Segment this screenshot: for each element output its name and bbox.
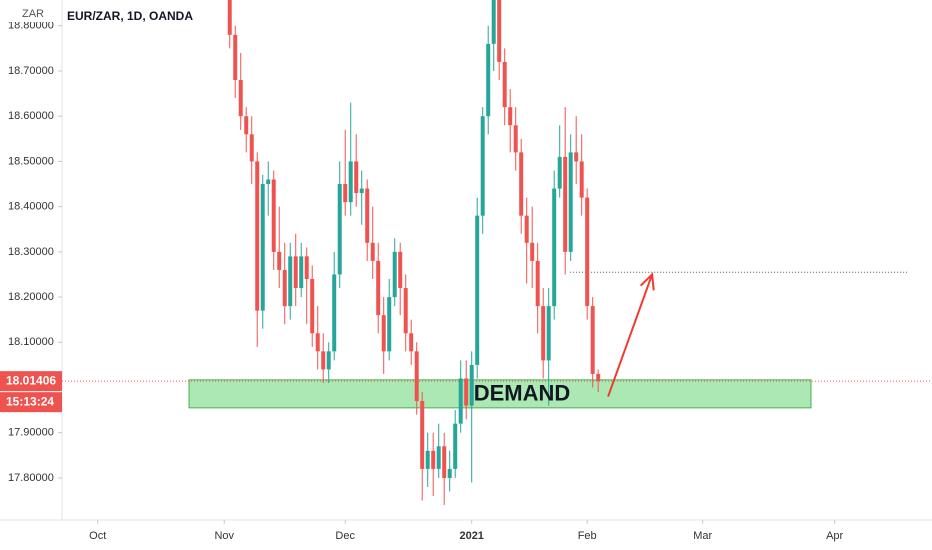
plot-area: DEMAND <box>62 0 932 506</box>
y-tick-label: 18.70000 <box>8 65 54 77</box>
last-price-box <box>0 371 62 392</box>
candle-body <box>343 184 348 203</box>
candle-body <box>244 116 249 135</box>
candle-body <box>227 0 232 35</box>
candle-body <box>574 152 579 162</box>
candle-body <box>282 269 287 307</box>
y-tick-label: 17.80000 <box>8 472 54 484</box>
candle-body <box>233 34 238 81</box>
candle-body <box>491 0 496 44</box>
candle-body <box>458 378 463 424</box>
candle-body <box>469 364 474 406</box>
candle-body <box>453 423 458 469</box>
candle-body <box>431 450 436 469</box>
currency-bg <box>0 4 58 22</box>
candle-body <box>266 179 271 185</box>
x-tick-label: Apr <box>826 530 843 542</box>
candle-body <box>271 179 276 252</box>
candle-body <box>288 256 293 307</box>
chart-title: EUR/ZAR, 1D, OANDA <box>67 9 193 23</box>
candle-body <box>590 306 595 374</box>
x-tick-label: Dec <box>335 530 355 542</box>
y-tick-label: 18.60000 <box>8 110 54 122</box>
candle-body <box>497 0 502 62</box>
candle-body <box>508 107 513 126</box>
y-tick-label: 18.40000 <box>8 201 54 213</box>
x-tick-label: Oct <box>89 530 106 542</box>
y-tick-label: 18.20000 <box>8 291 54 303</box>
y-tick-label: 18.10000 <box>8 336 54 348</box>
candle-body <box>530 242 535 261</box>
candle-body <box>414 351 419 402</box>
candle-body <box>464 378 469 406</box>
candle-body <box>579 161 584 198</box>
y-tick-label: 18.50000 <box>8 155 54 167</box>
x-tick-label: Mar <box>693 530 712 542</box>
candle-body <box>304 256 309 279</box>
candle-body <box>277 251 282 270</box>
candle-body <box>409 333 414 352</box>
candle-body <box>519 152 524 216</box>
candle-body <box>546 306 551 361</box>
x-tick-label: 2021 <box>459 530 483 542</box>
candle-body <box>425 450 430 469</box>
candle-body <box>475 215 480 365</box>
candle-body <box>348 161 353 203</box>
y-tick-label: 18.30000 <box>8 246 54 258</box>
candle-body <box>480 116 485 216</box>
candle-body <box>315 333 320 352</box>
candle-body <box>442 446 447 478</box>
candle-body <box>376 260 381 316</box>
candle-body <box>541 306 546 361</box>
candle-body <box>552 188 557 307</box>
candle-body <box>398 251 403 289</box>
candle-body <box>447 468 452 478</box>
candle-body <box>403 288 408 334</box>
candle-body <box>568 152 573 252</box>
candle-body <box>332 274 337 352</box>
candle-body <box>249 134 254 162</box>
candle-body <box>557 156 562 189</box>
demand-zone <box>188 379 812 409</box>
candle-body <box>359 188 364 194</box>
candle-body <box>513 125 518 153</box>
candle-body <box>299 256 304 289</box>
candle-body <box>354 161 359 194</box>
candle-body <box>486 43 491 117</box>
x-tick-label: Feb <box>578 530 597 542</box>
currency-label: ZAR <box>22 8 44 20</box>
arrow-head <box>639 272 655 291</box>
candle-body <box>563 156 568 252</box>
candle-body <box>370 242 375 261</box>
candle-body <box>365 188 370 243</box>
candle-body <box>381 315 386 352</box>
candle-body <box>502 61 507 108</box>
candle-body <box>321 351 326 370</box>
candle-body <box>524 215 529 243</box>
candle-body <box>255 161 260 311</box>
candle-body <box>310 278 315 334</box>
candle-body <box>420 401 425 469</box>
last-price-label: 18.01406 <box>6 373 56 387</box>
zone-label: DEMAND <box>474 381 571 406</box>
y-tick-label: 18.80000 <box>8 20 54 32</box>
candle-body <box>436 446 441 469</box>
countdown-box <box>0 392 62 413</box>
candle-body <box>293 256 298 289</box>
candle-body <box>392 251 397 298</box>
candle-body <box>387 297 392 352</box>
candle-body <box>585 197 590 307</box>
arrow-shaft <box>607 274 654 397</box>
candle-body <box>596 373 601 382</box>
y-tick-label: 17.90000 <box>8 427 54 439</box>
candle-body <box>260 184 265 311</box>
x-tick-label: Nov <box>214 530 234 542</box>
countdown-label: 15:13:24 <box>6 394 54 408</box>
candle-body <box>326 351 331 370</box>
candle-body <box>337 184 342 275</box>
candle-body <box>238 80 243 117</box>
candle-body <box>535 260 540 307</box>
